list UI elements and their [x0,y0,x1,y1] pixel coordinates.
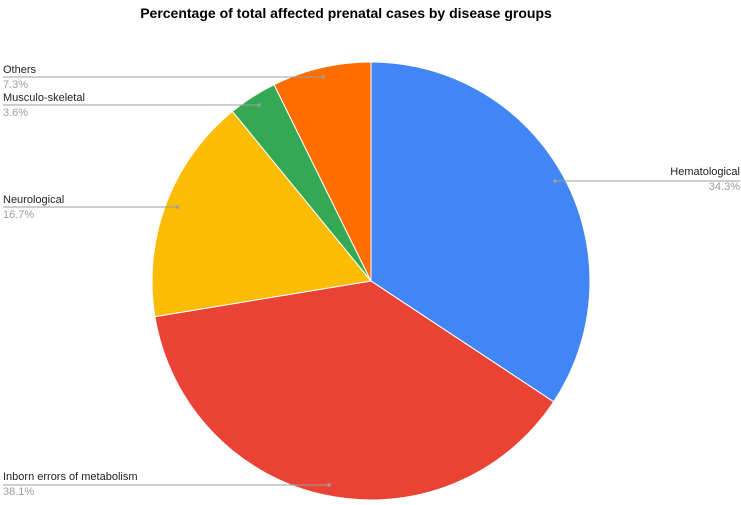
pie-slice-inborn-errors-of-metabolism[interactable] [154,280,555,501]
slice-label: Inborn errors of metabolism [3,471,138,483]
slice-label: Hematological [670,166,740,178]
slice-label: Musculo-skeletal [3,92,85,104]
slice-label-group-others: Others 7.3% [3,64,325,91]
leader-dot [257,103,261,107]
slice-value-label: 38.1% [3,486,34,498]
slice-value-label: 16.7% [3,209,34,221]
slice-value-label: 34.3% [709,181,740,193]
pie-labels: Hematological 34.3% Inborn errors of metab… [3,64,740,498]
pie-slice-others[interactable] [273,61,372,282]
slice-label: Neurological [3,194,64,206]
slice-value-label: 7.3% [3,79,28,91]
slice-label-group-inborn-errors-of-metabolism: Inborn errors of metabolism 38.1% [3,471,331,498]
leader-dot [175,205,179,209]
leader-dot [321,75,325,79]
slice-label-group-hematological: Hematological 34.3% [553,166,740,193]
pie-slices [151,61,591,501]
slice-value-label: 3.6% [3,107,28,119]
slice-label: Others [3,64,37,76]
slice-label-group-musculo-skeletal: Musculo-skeletal 3.6% [3,92,261,119]
pie-slice-neurological[interactable] [151,110,372,318]
slice-label-group-neurological: Neurological 16.7% [3,194,179,221]
leader-dot [553,179,557,183]
leader-dot [327,483,331,487]
chart-title: Percentage of total affected prenatal ca… [140,5,552,21]
